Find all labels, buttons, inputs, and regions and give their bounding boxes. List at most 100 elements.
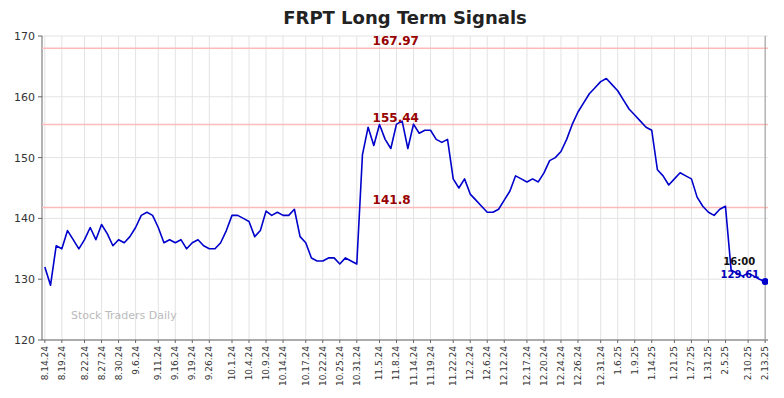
x-tick-label: 1.9.25 bbox=[630, 346, 640, 375]
grid-line bbox=[526, 36, 527, 340]
x-tick-label: 1.6.25 bbox=[613, 346, 623, 375]
x-tick-label: 9.11.24 bbox=[153, 346, 163, 381]
reference-label: 155.44 bbox=[373, 111, 419, 125]
x-tick-label: 8.30.24 bbox=[114, 346, 124, 381]
grid-line bbox=[42, 157, 768, 158]
reference-label: 167.97 bbox=[373, 34, 419, 48]
grid-line bbox=[413, 36, 414, 340]
grid-line bbox=[209, 36, 210, 340]
grid-line bbox=[305, 36, 306, 340]
y-tick-label: 150 bbox=[14, 152, 35, 165]
grid-line bbox=[135, 36, 136, 340]
x-tick-label: 1.14.25 bbox=[647, 346, 657, 380]
last-price-label: 129.61 bbox=[721, 269, 760, 280]
price-line bbox=[45, 79, 765, 286]
x-tick-label: 11.8.24 bbox=[391, 346, 401, 381]
grid-line bbox=[691, 36, 692, 340]
x-tick-label: 10.31.24 bbox=[352, 346, 362, 386]
grid-line bbox=[765, 36, 766, 340]
reference-label: 141.8 bbox=[373, 193, 411, 207]
x-tick-label: 12.2.24 bbox=[465, 346, 475, 381]
grid-line bbox=[101, 36, 102, 340]
x-tick-label: 9.16.24 bbox=[170, 346, 180, 381]
y-tick-label: 160 bbox=[14, 91, 35, 104]
x-tick-label: 12.17.24 bbox=[522, 346, 532, 386]
grid-line bbox=[356, 36, 357, 340]
x-tick-label: 12.26.24 bbox=[573, 346, 583, 386]
x-tick-label: 11.22.24 bbox=[448, 346, 458, 386]
grid-line bbox=[283, 36, 284, 340]
grid-line bbox=[118, 36, 119, 340]
x-tick-label: 12.31.24 bbox=[596, 346, 606, 386]
grid-line bbox=[617, 36, 618, 340]
grid-line bbox=[396, 36, 397, 340]
grid-line bbox=[42, 96, 768, 97]
grid-line bbox=[487, 36, 488, 340]
reference-lines bbox=[42, 48, 768, 207]
x-tick-label: 11.14.24 bbox=[409, 346, 419, 386]
x-tick-label: 1.21.25 bbox=[669, 346, 679, 380]
x-axis bbox=[42, 340, 768, 341]
x-tick-label: 9.6.24 bbox=[131, 346, 141, 375]
y-tick bbox=[38, 218, 42, 219]
grid-line bbox=[61, 36, 62, 340]
x-tick-label: 10.14.24 bbox=[278, 346, 288, 386]
grid-line bbox=[322, 36, 323, 340]
chart: 1201301401501601708.14.248.19.248.22.248… bbox=[0, 0, 784, 398]
grid-line bbox=[192, 36, 193, 340]
grid-line bbox=[42, 218, 768, 219]
grid-line bbox=[84, 36, 85, 340]
y-tick-label: 130 bbox=[14, 273, 35, 286]
grid-line bbox=[42, 340, 768, 341]
x-tick-label: 2.10.25 bbox=[743, 346, 753, 380]
grid-line bbox=[158, 36, 159, 340]
x-tick-label: 8.22.24 bbox=[80, 346, 90, 381]
grid-line bbox=[560, 36, 561, 340]
y-tick bbox=[38, 340, 42, 341]
y-tick bbox=[38, 157, 42, 158]
x-tick-label: 11.5.24 bbox=[374, 346, 384, 381]
x-tick-label: 9.19.24 bbox=[187, 346, 197, 381]
grid-line bbox=[651, 36, 652, 340]
x-tick-label: 10.22.24 bbox=[318, 346, 328, 386]
x-tick-label: 12.12.24 bbox=[499, 346, 509, 386]
grid-line bbox=[470, 36, 471, 340]
x-tick-label: 9.26.24 bbox=[204, 346, 214, 381]
grid-line bbox=[543, 36, 544, 340]
grid-line bbox=[44, 36, 45, 340]
x-tick-label: 10.4.24 bbox=[244, 346, 254, 381]
x-tick-label: 1.27.25 bbox=[686, 346, 696, 380]
x-tick-label: 10.17.24 bbox=[301, 346, 311, 386]
y-tick bbox=[38, 96, 42, 97]
x-tick-label: 10.9.24 bbox=[261, 346, 271, 381]
x-tick-label: 1.31.25 bbox=[703, 346, 713, 380]
grid bbox=[42, 36, 768, 340]
grid-line bbox=[175, 36, 176, 340]
last-point bbox=[762, 278, 768, 285]
grid-line bbox=[249, 36, 250, 340]
title: FRPT Long Term Signals bbox=[283, 7, 527, 28]
grid-line bbox=[430, 36, 431, 340]
y-tick bbox=[38, 279, 42, 280]
x-tick-label: 2.5.25 bbox=[720, 346, 730, 375]
grid-line bbox=[453, 36, 454, 340]
axes: 1201301401501601708.14.248.19.248.22.248… bbox=[14, 30, 770, 386]
time-label: 16:00 bbox=[723, 256, 755, 267]
grid-line bbox=[42, 279, 768, 280]
x-tick-label: 12.6.24 bbox=[482, 346, 492, 381]
grid-line bbox=[708, 36, 709, 340]
x-tick-label: 11.19.24 bbox=[426, 346, 436, 386]
grid-line bbox=[266, 36, 267, 340]
x-tick-label: 12.20.24 bbox=[539, 346, 549, 386]
x-tick-label: 8.14.24 bbox=[40, 346, 50, 381]
x-tick-label: 12.24.24 bbox=[556, 346, 566, 386]
x-tick-label: 8.19.24 bbox=[57, 346, 67, 381]
x-tick-label: 10.25.24 bbox=[335, 346, 345, 386]
y-tick-label: 140 bbox=[14, 212, 35, 225]
y-tick-label: 120 bbox=[14, 334, 35, 347]
grid-line bbox=[748, 36, 749, 340]
grid-line bbox=[725, 36, 726, 340]
x-tick-label: 10.1.24 bbox=[227, 346, 237, 381]
data bbox=[45, 79, 768, 286]
grid-line bbox=[232, 36, 233, 340]
